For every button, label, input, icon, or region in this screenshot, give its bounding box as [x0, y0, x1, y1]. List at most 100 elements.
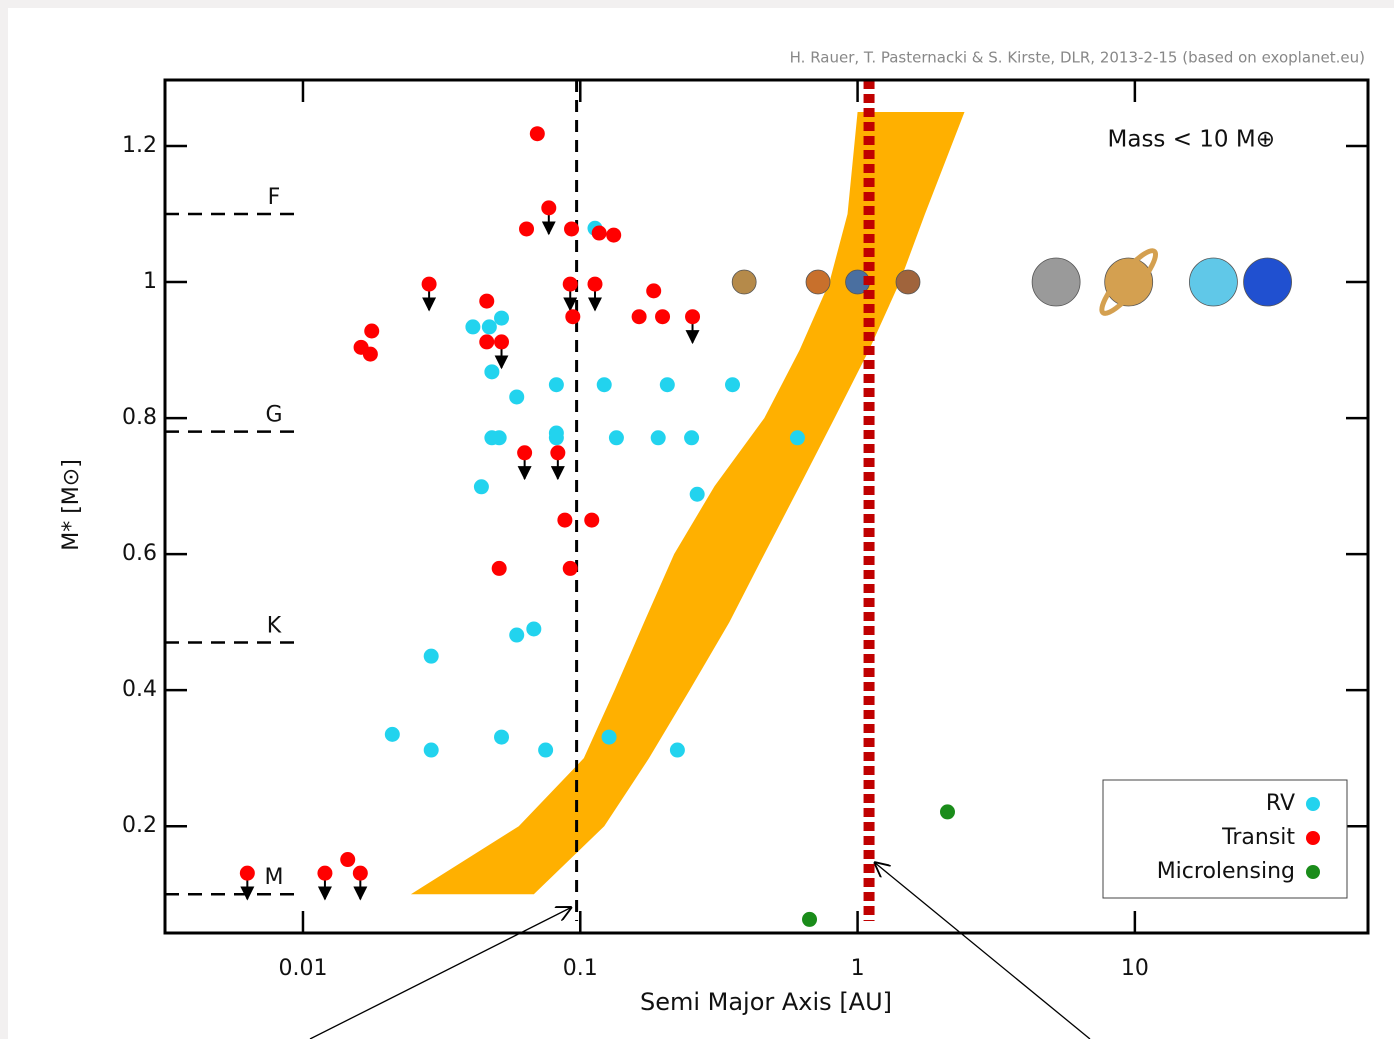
planet-body — [1243, 257, 1292, 307]
data-point — [669, 742, 685, 758]
y-tick-label: 0.2 — [122, 813, 157, 838]
data-point — [491, 430, 507, 446]
data-point — [631, 309, 647, 325]
solar-system-planet — [1243, 257, 1292, 307]
planet-body — [1031, 257, 1081, 307]
data-point — [423, 648, 439, 664]
legend-marker — [1306, 831, 1320, 845]
planet-body — [1104, 257, 1154, 307]
data-point — [655, 309, 671, 325]
data-point — [538, 742, 554, 758]
data-point — [584, 512, 600, 528]
data-point — [606, 227, 622, 243]
y-tick-label: 0.6 — [122, 541, 157, 566]
solar-system-planet — [805, 269, 831, 295]
data-point — [550, 445, 566, 461]
data-point — [939, 804, 955, 820]
y-tick-label: 1.2 — [122, 133, 157, 158]
data-point — [494, 310, 510, 326]
data-point — [239, 865, 255, 881]
data-point — [529, 126, 545, 142]
data-point — [564, 221, 580, 237]
data-point — [601, 729, 617, 745]
data-point — [421, 276, 437, 292]
y-tick-label: 0.8 — [122, 405, 157, 430]
legend-label: Microlensing — [1157, 859, 1295, 884]
legend-label: Transit — [1221, 825, 1295, 850]
data-point — [481, 319, 497, 335]
data-point — [491, 560, 507, 576]
legend-label: RV — [1266, 791, 1295, 816]
data-point — [646, 283, 662, 299]
data-point — [317, 865, 333, 881]
habitable-zone — [410, 111, 965, 895]
x-axis-label: Semi Major Axis [AU] — [640, 988, 892, 1016]
x-tick-label: 0.01 — [278, 956, 327, 981]
data-point — [596, 377, 612, 393]
pointer-arrow — [874, 862, 1091, 1039]
data-point — [802, 911, 818, 927]
pointer-arrow — [309, 907, 572, 1039]
data-point — [548, 377, 564, 393]
plot-frame — [163, 78, 1370, 935]
planet-body — [1189, 257, 1238, 307]
data-point — [484, 364, 500, 380]
data-point — [562, 276, 578, 292]
planet-body — [805, 269, 831, 295]
x-tick-label: 1 — [851, 956, 865, 981]
data-point — [364, 323, 380, 339]
data-point — [423, 742, 439, 758]
data-point — [659, 377, 675, 393]
x-tick-label: 10 — [1121, 956, 1149, 981]
data-point — [340, 852, 356, 868]
x-tick-label: 0.1 — [563, 956, 598, 981]
solar-system-planet — [731, 269, 757, 295]
legend-marker — [1306, 865, 1320, 879]
spectral-type-label: F — [268, 185, 281, 210]
credit: H. Rauer, T. Pasternacki & S. Kirste, DL… — [790, 49, 1365, 67]
data-point — [565, 309, 581, 325]
data-point — [465, 319, 481, 335]
data-point — [684, 430, 700, 446]
data-point — [562, 560, 578, 576]
data-point — [479, 334, 495, 350]
data-point — [519, 221, 535, 237]
planet-body — [895, 269, 921, 295]
data-point — [479, 293, 495, 309]
legend-marker — [1306, 797, 1320, 811]
planet-body — [731, 269, 757, 295]
data-point — [352, 865, 368, 881]
solar-system-planet — [895, 269, 921, 295]
data-point — [725, 377, 741, 393]
solar-system-planet — [1031, 257, 1081, 307]
spectral-type-label: G — [265, 403, 282, 428]
spectral-type-label: M — [265, 865, 284, 890]
spectral-type-label: K — [267, 614, 282, 639]
data-point — [591, 225, 607, 241]
data-point — [557, 512, 573, 528]
data-point — [384, 726, 400, 742]
data-point — [517, 445, 533, 461]
data-point — [608, 430, 624, 446]
data-point — [494, 334, 510, 350]
data-point — [509, 389, 525, 405]
y-tick-label: 1 — [143, 269, 157, 294]
data-point — [685, 309, 701, 325]
y-axis-label: M* [M⊙] — [59, 459, 84, 551]
data-point — [548, 430, 564, 446]
solar-system-planet — [1189, 257, 1238, 307]
data-point — [494, 729, 510, 745]
y-tick-label: 0.4 — [122, 677, 157, 702]
planet-ring — [1099, 248, 1159, 316]
data-point — [689, 486, 705, 502]
data-point — [650, 430, 666, 446]
data-point — [789, 430, 805, 446]
data-point — [509, 627, 525, 643]
solar-system-planet — [1099, 248, 1159, 316]
data-point — [526, 621, 542, 637]
data-point — [362, 346, 378, 362]
data-point — [541, 200, 557, 216]
data-point — [587, 276, 603, 292]
annotation: Mass < 10 M⊕ — [1108, 127, 1276, 153]
